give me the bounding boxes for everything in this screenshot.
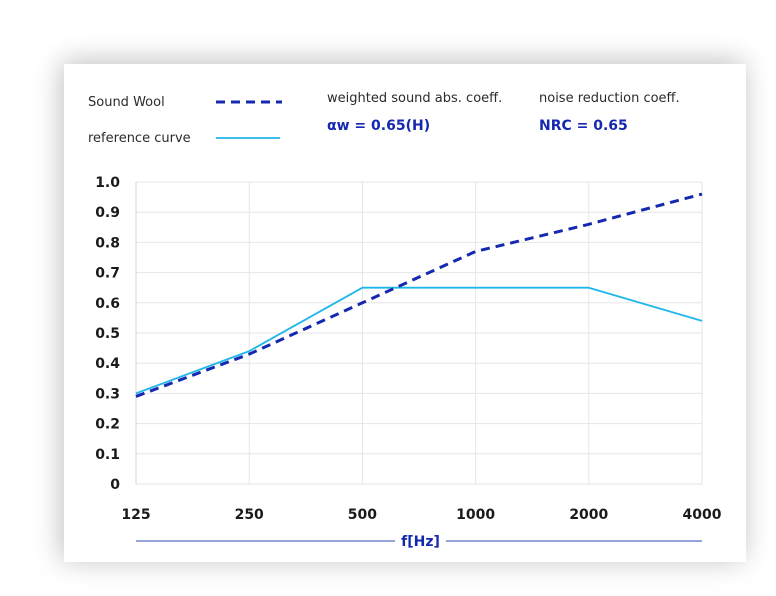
x-axis-label: f[Hz] [401, 534, 440, 550]
y-axis-ticks: 0 0.1 0.2 0.3 0.4 0.5 0.6 0.7 0.8 0.9 1.0 [95, 175, 120, 493]
legend-label-reference-curve: reference curve [88, 131, 191, 146]
chart-series [135, 192, 703, 398]
x-tick-label-0: 125 [121, 507, 150, 523]
x-tick-label-4: 2000 [569, 507, 608, 523]
y-tick-label-4: 0.4 [95, 356, 120, 372]
chart-card [64, 64, 746, 562]
series-line-reference-curve [135, 286, 703, 395]
y-tick-label-3: 0.3 [95, 386, 120, 402]
y-tick-label-0: 0 [110, 477, 120, 493]
y-tick-label-5: 0.5 [95, 326, 120, 342]
weighted-abs-coeff-label: weighted sound abs. coeff. [327, 91, 503, 106]
x-axis-title-group: f[Hz] [136, 534, 702, 550]
y-tick-label-2: 0.2 [95, 417, 120, 433]
weighted-abs-coeff-value: αw = 0.65(H) [327, 118, 431, 134]
series-line-sound-wool [135, 192, 703, 398]
nrc-label: noise reduction coeff. [539, 91, 680, 106]
nrc-value: NRC = 0.65 [539, 118, 628, 134]
x-tick-label-1: 250 [235, 507, 264, 523]
x-tick-label-3: 1000 [456, 507, 495, 523]
x-axis-ticks: 125 250 500 1000 2000 4000 [121, 507, 721, 523]
chart-grid [135, 181, 703, 485]
x-tick-label-5: 4000 [683, 507, 722, 523]
y-tick-label-7: 0.7 [95, 266, 120, 282]
x-tick-label-2: 500 [348, 507, 377, 523]
y-tick-label-10: 1.0 [95, 175, 120, 191]
legend-label-sound-wool: Sound Wool [88, 95, 165, 110]
y-tick-label-9: 0.9 [95, 205, 120, 221]
y-tick-label-1: 0.1 [95, 447, 120, 463]
y-tick-label-8: 0.8 [95, 235, 120, 251]
y-tick-label-6: 0.6 [95, 296, 120, 312]
